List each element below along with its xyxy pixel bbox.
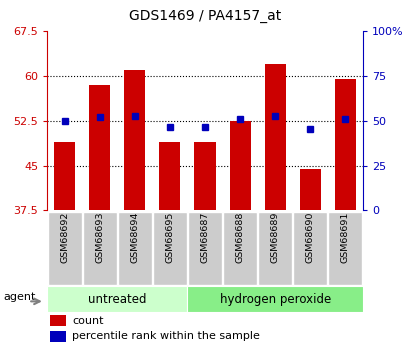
Bar [48, 212, 81, 285]
Text: GSM68693: GSM68693 [95, 212, 104, 264]
Bar [194, 142, 215, 210]
Text: GSM68688: GSM68688 [235, 212, 244, 263]
Bar [222, 212, 256, 285]
Bar [334, 79, 355, 210]
Text: percentile rank within the sample: percentile rank within the sample [72, 332, 260, 342]
Bar [299, 169, 320, 210]
Bar [50, 331, 66, 342]
Bar [328, 212, 361, 285]
Bar [187, 286, 362, 312]
Text: GSM68689: GSM68689 [270, 212, 279, 263]
Bar [50, 315, 66, 326]
Text: GSM68690: GSM68690 [305, 212, 314, 263]
Text: GSM68692: GSM68692 [60, 212, 69, 263]
Bar [229, 121, 250, 210]
Text: hydrogen peroxide: hydrogen peroxide [219, 293, 330, 306]
Text: GSM68691: GSM68691 [340, 212, 349, 263]
Bar [159, 142, 180, 210]
Bar [124, 70, 145, 210]
Bar [153, 212, 187, 285]
Bar [293, 212, 326, 285]
Text: GDS1469 / PA4157_at: GDS1469 / PA4157_at [128, 9, 281, 22]
Bar [118, 212, 151, 285]
Bar [47, 286, 187, 312]
Bar [258, 212, 291, 285]
Bar [264, 64, 285, 210]
Text: count: count [72, 316, 103, 326]
Text: agent: agent [4, 292, 36, 302]
Text: GSM68694: GSM68694 [130, 212, 139, 263]
Text: untreated: untreated [88, 293, 146, 306]
Bar [83, 212, 116, 285]
Text: GSM68687: GSM68687 [200, 212, 209, 263]
Text: GSM68695: GSM68695 [165, 212, 174, 263]
Bar [89, 85, 110, 210]
Bar [188, 212, 221, 285]
Bar [54, 142, 75, 210]
